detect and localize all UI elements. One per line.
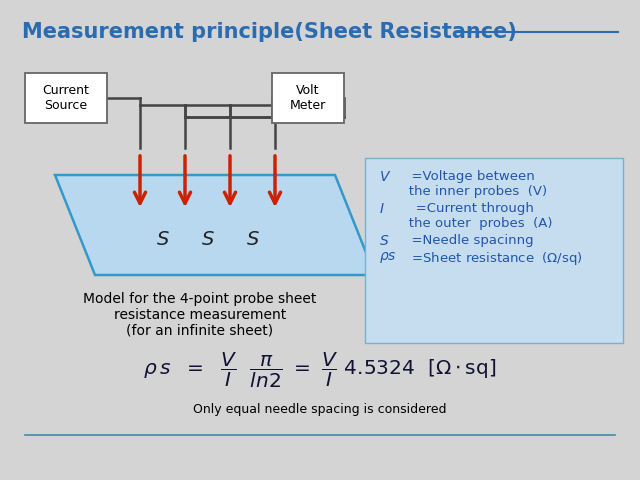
FancyBboxPatch shape	[25, 73, 107, 123]
Text: the inner probes  (V): the inner probes (V)	[379, 185, 547, 198]
Text: $S$: $S$	[200, 231, 214, 249]
Text: $\rho\,s\ \ =\ \ \dfrac{V}{I}\ \ \dfrac{\pi}{ln2}\ =\ \dfrac{V}{I}\ 4.5324\ \ [\: $\rho\,s\ \ =\ \ \dfrac{V}{I}\ \ \dfrac{…	[143, 350, 497, 390]
FancyBboxPatch shape	[272, 73, 344, 123]
Text: resistance measurement: resistance measurement	[114, 308, 286, 322]
Text: =Needle spacinng: =Needle spacinng	[403, 234, 534, 247]
Text: $I$: $I$	[379, 202, 385, 216]
Text: $S$: $S$	[379, 234, 389, 248]
FancyBboxPatch shape	[365, 158, 623, 343]
Text: =Current through: =Current through	[403, 202, 534, 215]
Polygon shape	[55, 175, 375, 275]
Text: the outer  probes  (A): the outer probes (A)	[379, 217, 552, 230]
Text: $V$: $V$	[379, 170, 391, 184]
Text: =Voltage between: =Voltage between	[403, 170, 535, 183]
Text: (for an infinite sheet): (for an infinite sheet)	[127, 324, 273, 338]
Text: Measurement principle(Sheet Resistance): Measurement principle(Sheet Resistance)	[22, 22, 517, 42]
Text: =Sheet resistance  ($\Omega$/sq): =Sheet resistance ($\Omega$/sq)	[403, 250, 583, 267]
Text: $S$: $S$	[246, 231, 259, 249]
Text: Only equal needle spacing is considered: Only equal needle spacing is considered	[193, 404, 447, 417]
Text: Current
Source: Current Source	[43, 84, 90, 112]
Text: $S$: $S$	[156, 231, 170, 249]
Text: Model for the 4-point probe sheet: Model for the 4-point probe sheet	[83, 292, 317, 306]
Text: Volt
Meter: Volt Meter	[290, 84, 326, 112]
Text: $\rho s$: $\rho s$	[379, 250, 397, 265]
